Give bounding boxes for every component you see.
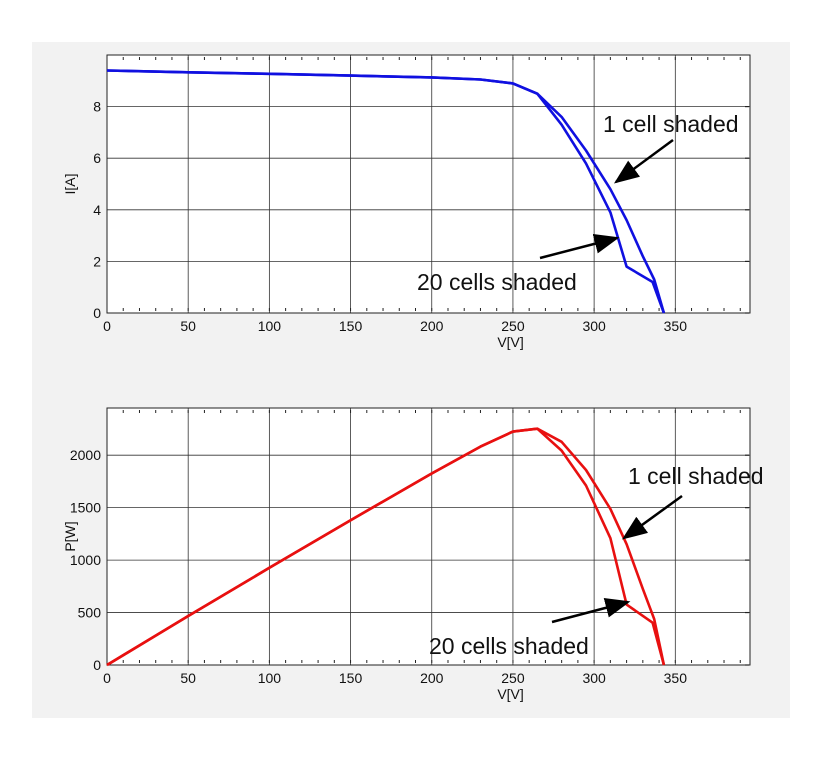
series-line-20-cells-shaded [106, 427, 666, 667]
y-tick-label: 2000 [70, 447, 101, 463]
x-tick-label: 350 [664, 318, 688, 334]
x-axis-label: V[V] [497, 686, 523, 702]
annotation-label: 1 cell shaded [603, 111, 739, 137]
plot-area [107, 55, 750, 313]
x-axis-label: V[V] [497, 334, 523, 350]
y-axis-label: I[A] [62, 173, 78, 194]
y-tick-label: 1000 [70, 552, 101, 568]
axes-box [106, 407, 751, 666]
annotation-arrow [539, 233, 620, 260]
y-axis-label: P[W] [62, 521, 78, 551]
y-tick-label: 6 [93, 150, 101, 166]
annotation-label: 20 cells shaded [429, 633, 589, 659]
x-tick-label: 300 [582, 670, 606, 686]
y-tick-label: 8 [93, 99, 101, 115]
y-tick-label: 500 [78, 605, 102, 621]
x-tick-label: 50 [180, 318, 196, 334]
axes-box [106, 54, 751, 314]
y-tick-label: 4 [93, 202, 101, 218]
x-tick-label: 350 [664, 670, 688, 686]
annotation-arrow [551, 598, 631, 624]
x-tick-label: 100 [258, 318, 282, 334]
x-tick-label: 200 [420, 318, 444, 334]
x-tick-label: 250 [501, 318, 525, 334]
y-tick-label: 2 [93, 253, 101, 269]
x-tick-label: 150 [339, 318, 363, 334]
annotation-label: 1 cell shaded [628, 463, 764, 489]
pv-chart: 0 50 100 150 200 250 300 350 0 500 1000 1500 2000 V[V… [62, 407, 764, 702]
series-line-20-cells-shaded [106, 69, 666, 314]
x-tick-label: 50 [180, 670, 196, 686]
x-tick-label: 100 [258, 670, 282, 686]
x-tick-label: 250 [501, 670, 525, 686]
x-tick-label: 150 [339, 670, 363, 686]
y-tick-label: 0 [93, 305, 101, 321]
annotation-label: 20 cells shaded [417, 269, 577, 295]
y-tick-label: 0 [93, 657, 101, 673]
x-tick-label: 0 [103, 670, 111, 686]
x-tick-label: 200 [420, 670, 444, 686]
annotation-arrow [621, 494, 683, 540]
annotation-arrow [613, 138, 674, 184]
y-tick-label: 1500 [70, 500, 101, 516]
x-tick-label: 300 [582, 318, 606, 334]
iv-chart: 0 50 100 150 200 250 300 350 0 2 4 6 8 V[V] I[A] 1 cell… [62, 54, 751, 350]
x-tick-label: 0 [103, 318, 111, 334]
